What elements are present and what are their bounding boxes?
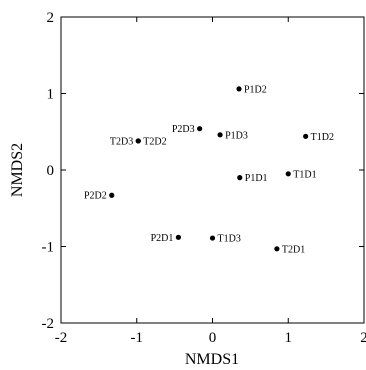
data-point-p1d1: P1D1 [237, 173, 268, 184]
y-tick-label: -2 [42, 316, 55, 332]
point-marker [303, 133, 309, 139]
y-axis-label: NMDS2 [9, 143, 26, 197]
y-tick-label: 1 [47, 87, 55, 103]
data-points: P1D2 P2D3 P1D3 T1D2 T2D3 T2D2 P1D1 T1D1 P2D2 P2D1… [84, 84, 334, 255]
point-marker [274, 246, 280, 252]
point-label: P1D2 [244, 84, 267, 95]
point-marker [217, 132, 223, 138]
x-tick-label: 0 [209, 330, 217, 346]
data-point-t1d3: T1D3 [209, 234, 241, 245]
x-tick-label: -1 [131, 330, 144, 346]
point-label: P1D3 [225, 130, 248, 141]
data-point-p2d3: P2D3 [172, 124, 203, 135]
x-axis-label: NMDS1 [185, 351, 239, 368]
y-tick-label: 2 [47, 10, 55, 26]
point-label: P1D1 [245, 173, 268, 184]
data-point-t1d1: T1D1 [285, 169, 317, 180]
y-tick-label: -1 [42, 240, 55, 256]
point-label: P2D2 [84, 191, 107, 202]
data-point-p2d2: P2D2 [84, 191, 115, 202]
x-tick-label: -2 [55, 330, 68, 346]
data-point-t1d2: T1D2 [303, 132, 334, 143]
axis-ticks: -2 -1 0 1 2 -2 -1 0 1 2 [42, 10, 366, 346]
point-label: T1D2 [311, 132, 334, 143]
data-point-t2d2: T2D2 [135, 136, 167, 147]
point-marker [209, 235, 216, 241]
point-marker [109, 192, 115, 198]
point-label: T2D1 [282, 244, 305, 255]
point-marker [237, 175, 243, 181]
data-point-t2d1: T2D1 [274, 244, 305, 255]
data-point-p1d2: P1D2 [236, 84, 267, 95]
x-tick-label: 2 [360, 330, 366, 346]
y-tick-label: 0 [47, 163, 55, 179]
point-label: P2D1 [151, 233, 174, 244]
x-tick-label: 1 [285, 330, 293, 346]
point-label: T2D3 [110, 136, 133, 147]
point-marker [197, 126, 203, 132]
data-point-p1d3: P1D3 [217, 130, 248, 141]
point-marker [236, 86, 242, 92]
point-marker [135, 138, 141, 144]
point-marker [175, 234, 182, 240]
point-label: T1D3 [218, 234, 241, 245]
data-point-p2d1: P2D1 [151, 233, 182, 244]
point-label: T1D1 [293, 169, 316, 180]
plot-frame [60, 16, 365, 324]
point-marker [285, 171, 291, 177]
point-label: T2D2 [143, 136, 166, 147]
point-label: P2D3 [172, 124, 195, 135]
